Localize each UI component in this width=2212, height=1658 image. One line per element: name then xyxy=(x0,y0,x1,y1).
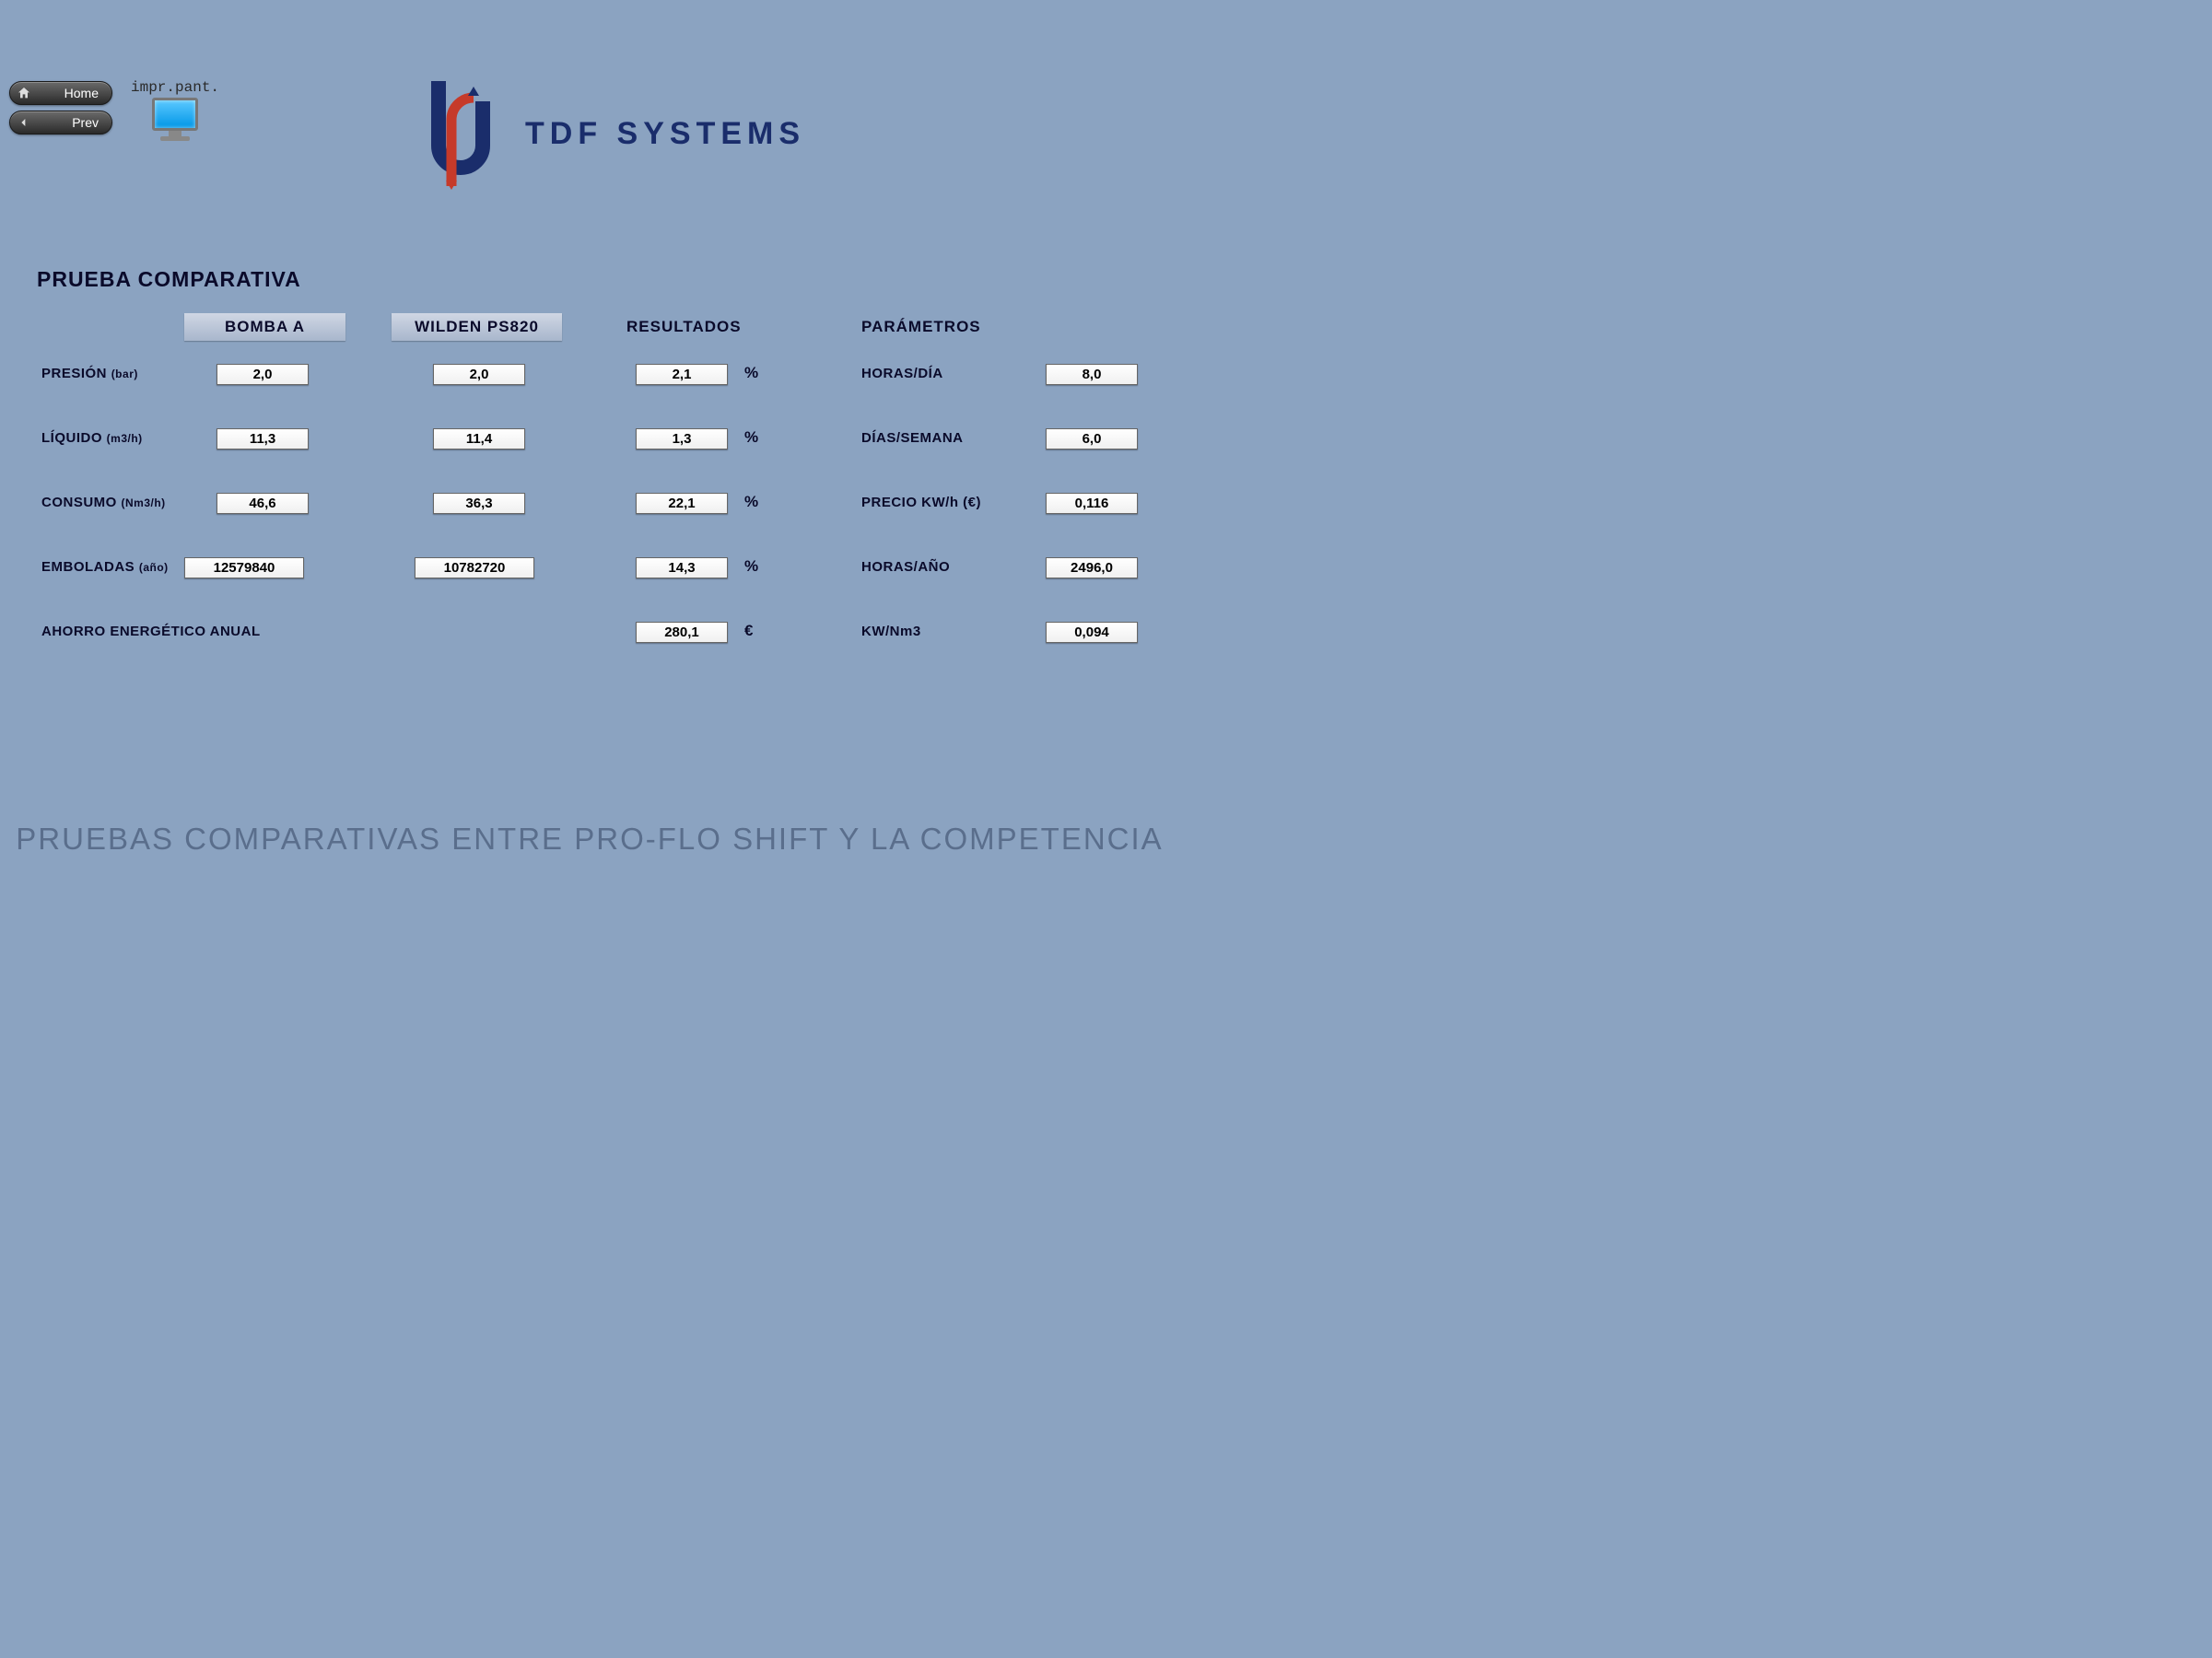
param-label: KW/Nm3 xyxy=(861,624,921,639)
value-box-result: 1,3 xyxy=(636,428,728,450)
unit-label: % xyxy=(744,364,758,382)
param-label: DÍAS/SEMANA xyxy=(861,430,964,446)
param-value-box[interactable]: 0,094 xyxy=(1046,622,1138,643)
page-title: PRUEBA COMPARATIVA xyxy=(37,267,301,292)
column-header-params: PARÁMETROS xyxy=(861,318,981,336)
unit-label-euro: € xyxy=(744,622,753,640)
value-box-a[interactable]: 11,3 xyxy=(217,428,309,450)
home-label: Home xyxy=(64,86,99,100)
value-box-a[interactable]: 2,0 xyxy=(217,364,309,385)
brand-block: TDF SYSTEMS xyxy=(405,74,805,193)
brand-logo-icon xyxy=(405,74,497,193)
arrow-left-icon xyxy=(16,114,32,131)
param-value-box[interactable]: 6,0 xyxy=(1046,428,1138,450)
footer-title: PRUEBAS COMPARATIVAS ENTRE PRO-FLO SHIFT… xyxy=(0,822,1179,857)
nav-buttons: Home Prev xyxy=(9,81,112,134)
param-label: HORAS/DÍA xyxy=(861,366,943,381)
prev-label: Prev xyxy=(72,115,99,130)
value-box-b[interactable]: 10782720 xyxy=(415,557,534,578)
row-label: PRESIÓN (bar) xyxy=(41,366,138,381)
param-value-box[interactable]: 0,116 xyxy=(1046,493,1138,514)
top-nav: Home Prev impr.pant. xyxy=(9,81,219,146)
value-box-result: 14,3 xyxy=(636,557,728,578)
param-label: HORAS/AÑO xyxy=(861,559,950,575)
monitor-icon xyxy=(148,98,202,146)
value-box-a[interactable]: 12579840 xyxy=(184,557,304,578)
column-header-a: BOMBA A xyxy=(184,313,345,341)
unit-label: % xyxy=(744,428,758,447)
row-label: CONSUMO (Nm3/h) xyxy=(41,495,166,510)
value-box-result: 2,1 xyxy=(636,364,728,385)
row-label-annual: AHORRO ENERGÉTICO ANUAL xyxy=(41,624,261,639)
value-box-b[interactable]: 36,3 xyxy=(433,493,525,514)
home-icon xyxy=(16,85,32,101)
param-value-box[interactable]: 2496,0 xyxy=(1046,557,1138,578)
value-box-b[interactable]: 2,0 xyxy=(433,364,525,385)
brand-name: TDF SYSTEMS xyxy=(525,116,805,152)
unit-label: % xyxy=(744,557,758,576)
row-label: EMBOLADAS (año) xyxy=(41,559,169,575)
value-box-annual: 280,1 xyxy=(636,622,728,643)
param-value-box[interactable]: 8,0 xyxy=(1046,364,1138,385)
home-button[interactable]: Home xyxy=(9,81,112,105)
column-header-b: WILDEN PS820 xyxy=(392,313,562,341)
print-label: impr.pant. xyxy=(131,79,219,96)
unit-label: % xyxy=(744,493,758,511)
param-label: PRECIO KW/h (€) xyxy=(861,495,981,510)
prev-button[interactable]: Prev xyxy=(9,111,112,134)
value-box-result: 22,1 xyxy=(636,493,728,514)
row-label: LÍQUIDO (m3/h) xyxy=(41,430,143,446)
value-box-a[interactable]: 46,6 xyxy=(217,493,309,514)
value-box-b[interactable]: 11,4 xyxy=(433,428,525,450)
print-screen-button[interactable]: impr.pant. xyxy=(131,79,219,146)
column-header-results: RESULTADOS xyxy=(626,318,742,336)
